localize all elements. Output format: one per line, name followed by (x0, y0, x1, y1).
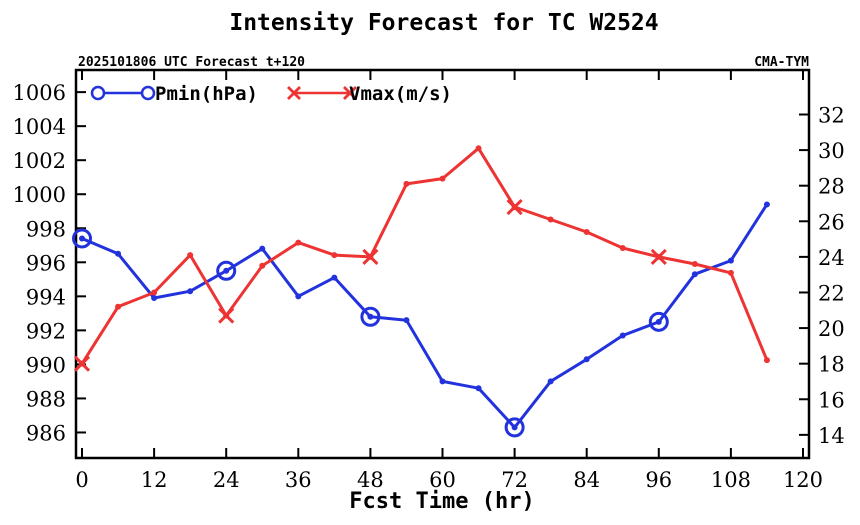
legend-pmin-marker-left (90, 85, 106, 101)
left-tick-label: 998 (26, 217, 66, 241)
pmin-point (655, 318, 662, 325)
pmin-point (619, 332, 626, 339)
left-tick-label: 994 (26, 285, 66, 309)
right-tick-label: 16 (818, 388, 845, 412)
pmin-point (511, 424, 518, 431)
right-tick-label: 14 (818, 424, 845, 448)
pmin-point (115, 250, 122, 257)
series-layer (72, 145, 770, 438)
x-axis-label: Fcst Time (hr) (349, 489, 534, 514)
pmin-line (81, 203, 769, 429)
x-tick-label: 72 (501, 468, 528, 492)
vmax-point (439, 175, 446, 182)
right-tick-label: 24 (818, 246, 845, 270)
pmin-point (403, 317, 410, 324)
vmax-point (295, 239, 302, 246)
pmin-point (295, 293, 302, 300)
left-tick-label: 990 (26, 353, 66, 377)
left-tick-label: 986 (26, 421, 66, 445)
left-tick-label: 988 (26, 387, 66, 411)
vmax-point (331, 252, 338, 259)
legend: Pmin(hPa) Vmax(m/s) (90, 83, 452, 105)
pmin-point (691, 271, 698, 278)
vmax-point (691, 261, 698, 267)
vmax-point (151, 289, 158, 296)
chart-title: Intensity Forecast for TC W2524 (229, 10, 658, 36)
right-tick-label: 22 (818, 281, 845, 305)
legend-vmax-marker-left (287, 86, 301, 100)
legend-pmin-marker-right (140, 85, 156, 101)
pmin-point (79, 235, 86, 242)
vmax-point (619, 244, 626, 251)
pmin-marker (504, 417, 525, 438)
vmax-series (73, 145, 770, 372)
vmax-point (115, 303, 122, 310)
legend-item-vmax: Vmax(m/s) (287, 83, 452, 105)
vmax-point (403, 180, 410, 187)
x-tick-label: 60 (429, 468, 456, 492)
pmin-point (259, 245, 266, 252)
vmax-marker (362, 248, 379, 265)
pmin-marker (216, 260, 237, 281)
pmin-point (439, 378, 446, 385)
pmin-point (367, 313, 374, 320)
pmin-point (151, 295, 158, 302)
pmin-point (727, 257, 734, 264)
chart-subtitle-left: 2025101806 UTC Forecast t+120 (78, 55, 305, 70)
x-tick-label: 96 (645, 468, 672, 492)
right-tick-label: 30 (818, 139, 845, 163)
vmax-line (80, 146, 769, 365)
vmax-point (187, 252, 194, 259)
x-tick-label: 12 (141, 468, 168, 492)
x-tick-label: 24 (213, 468, 240, 492)
vmax-point (727, 269, 734, 276)
legend-item-pmin: Pmin(hPa) (90, 83, 258, 105)
pmin-point (583, 356, 590, 363)
right-tick-label: 32 (818, 103, 845, 127)
legend-vmax-label: Vmax(m/s) (349, 83, 452, 105)
vmax-point (763, 357, 770, 364)
pmin-point (763, 201, 770, 208)
pmin-marker (648, 311, 669, 332)
vmax-point (259, 262, 266, 269)
x-tick-label: 36 (285, 468, 312, 492)
left-axis-ticks: 986 988 990 992 994 996 998 1000 1002 1004 1006 (13, 81, 86, 445)
pmin-marker (360, 306, 381, 327)
right-tick-label: 20 (818, 317, 845, 341)
right-tick-label: 28 (818, 175, 845, 199)
left-tick-label: 1006 (13, 81, 66, 105)
pmin-series (72, 201, 770, 438)
pmin-marker (72, 228, 93, 249)
legend-pmin-label: Pmin(hPa) (155, 83, 258, 105)
vmax-point (475, 145, 482, 152)
vmax-point (547, 216, 554, 223)
vmax-marker (506, 198, 523, 216)
left-tick-label: 1004 (13, 115, 66, 139)
pmin-point (187, 288, 194, 295)
vmax-point (583, 228, 590, 235)
vmax-marker (650, 248, 667, 265)
pmin-point (475, 385, 482, 392)
left-tick-label: 1002 (13, 149, 66, 173)
x-tick-label: 108 (711, 468, 751, 492)
chart-subtitle-right: CMA-TYM (754, 55, 809, 70)
x-tick-label: 84 (573, 468, 600, 492)
x-axis-ticks: 0 12 24 36 48 60 72 84 96 108 120 (75, 70, 823, 492)
pmin-point (547, 378, 554, 385)
x-tick-label: 48 (357, 468, 384, 492)
left-tick-label: 996 (26, 251, 66, 275)
right-axis-ticks: 14 16 18 20 22 24 26 28 30 32 (799, 103, 845, 448)
vmax-marker (73, 355, 91, 372)
right-tick-label: 26 (818, 210, 845, 234)
x-tick-label: 120 (783, 468, 823, 492)
right-tick-label: 18 (818, 353, 845, 377)
left-tick-label: 1000 (13, 183, 66, 207)
pmin-point (223, 267, 230, 274)
x-tick-label: 0 (75, 468, 88, 492)
pmin-point (331, 274, 338, 281)
vmax-marker (218, 307, 235, 324)
left-tick-label: 992 (26, 319, 66, 343)
legend-vmax-marker-right (343, 86, 357, 100)
